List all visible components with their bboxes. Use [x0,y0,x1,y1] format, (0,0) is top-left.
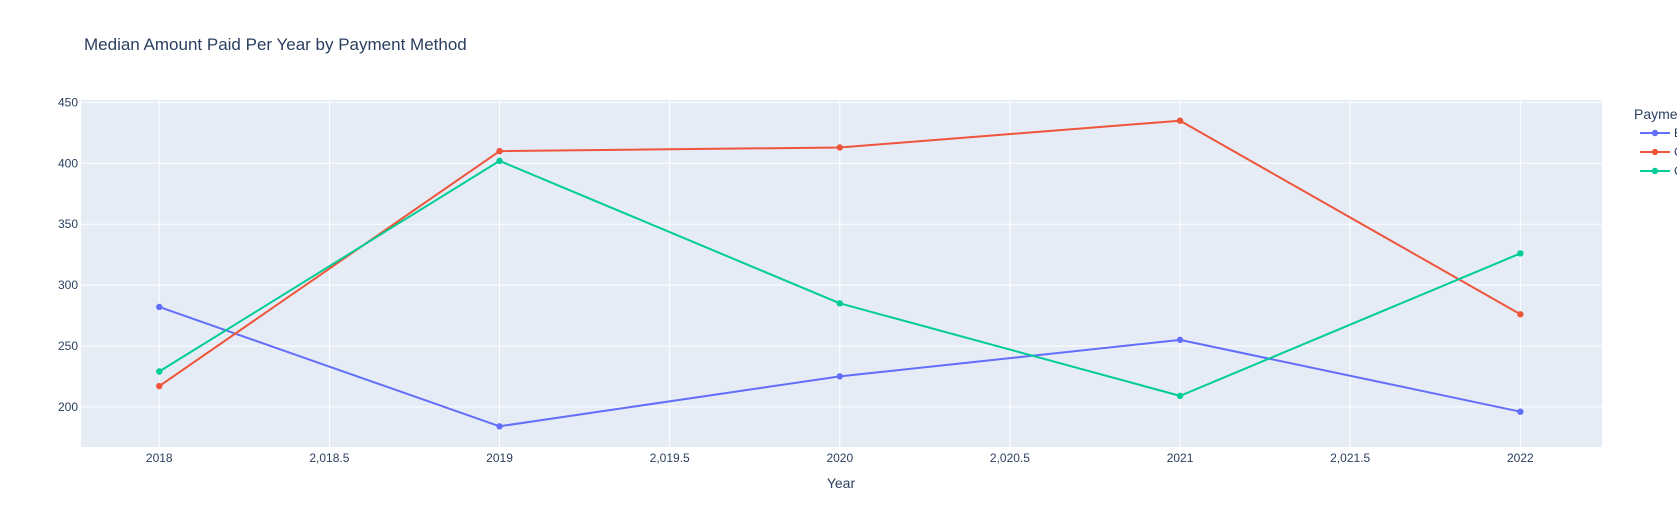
legend-item-2[interactable]: C [1640,164,1677,178]
y-axis-ticks: 200 250 300 350 400 450 [58,95,78,413]
legend-item-0[interactable]: B [1640,126,1677,140]
x-tick-label-5: 2,020.5 [990,451,1030,465]
data-point-1-3[interactable] [1176,117,1184,124]
x-tick-label-7: 2,021.5 [1330,451,1370,465]
data-point-1-0[interactable] [156,382,163,390]
data-point-2-1[interactable] [496,157,503,165]
data-point-1-1[interactable] [496,147,503,155]
legend-label-2: C [1674,164,1677,178]
x-tick-label-6: 2021 [1167,451,1194,465]
data-point-0-4[interactable] [1517,408,1524,415]
chart-title: Median Amount Paid Per Year by Payment M… [84,35,467,54]
legend-label-1: C [1674,145,1677,159]
y-tick-label-2: 300 [58,278,78,292]
x-axis-title: Year [827,475,856,491]
legend-swatch-marker-1 [1651,148,1659,156]
x-axis-ticks: 2018 2,018.5 2019 2,019.5 2020 2,020.5 2021 2,0… [146,451,1534,465]
x-tick-label-8: 2022 [1507,451,1534,465]
series-lines [156,117,1524,430]
legend-item-1[interactable]: C [1640,145,1677,159]
plot-background [81,100,1602,447]
series-2[interactable] [156,157,1524,400]
x-tick-label-2: 2019 [486,451,513,465]
y-tick-label-4: 400 [58,156,78,170]
y-tick-label-1: 250 [58,339,78,353]
data-point-0-1[interactable] [496,423,503,430]
x-tick-label-4: 2020 [826,451,853,465]
series-1[interactable] [156,117,1524,390]
x-tick-label-1: 2,018.5 [309,451,349,465]
series-0[interactable] [156,303,1524,430]
data-point-0-2[interactable] [836,373,843,380]
y-tick-label-0: 200 [58,400,78,414]
legend-swatch-marker-0 [1651,129,1659,137]
legend-swatch-marker-2 [1651,167,1659,175]
data-point-1-4[interactable] [1517,311,1524,318]
data-point-2-2[interactable] [836,300,843,307]
x-tick-label-3: 2,019.5 [650,451,690,465]
x-tick-label-0: 2018 [146,451,173,465]
y-tick-label-5: 450 [58,95,78,109]
legend-title: Payme [1634,106,1677,122]
data-point-1-2[interactable] [836,144,843,151]
data-point-0-3[interactable] [1176,336,1184,344]
y-tick-label-3: 350 [58,217,78,231]
data-point-2-4[interactable] [1517,250,1524,257]
data-point-2-0[interactable] [156,368,163,375]
gridlines [81,100,1602,447]
data-point-0-0[interactable] [156,303,163,311]
legend[interactable]: Payme BCC [1634,106,1677,178]
data-point-2-3[interactable] [1176,392,1184,400]
legend-label-0: B [1674,126,1677,140]
